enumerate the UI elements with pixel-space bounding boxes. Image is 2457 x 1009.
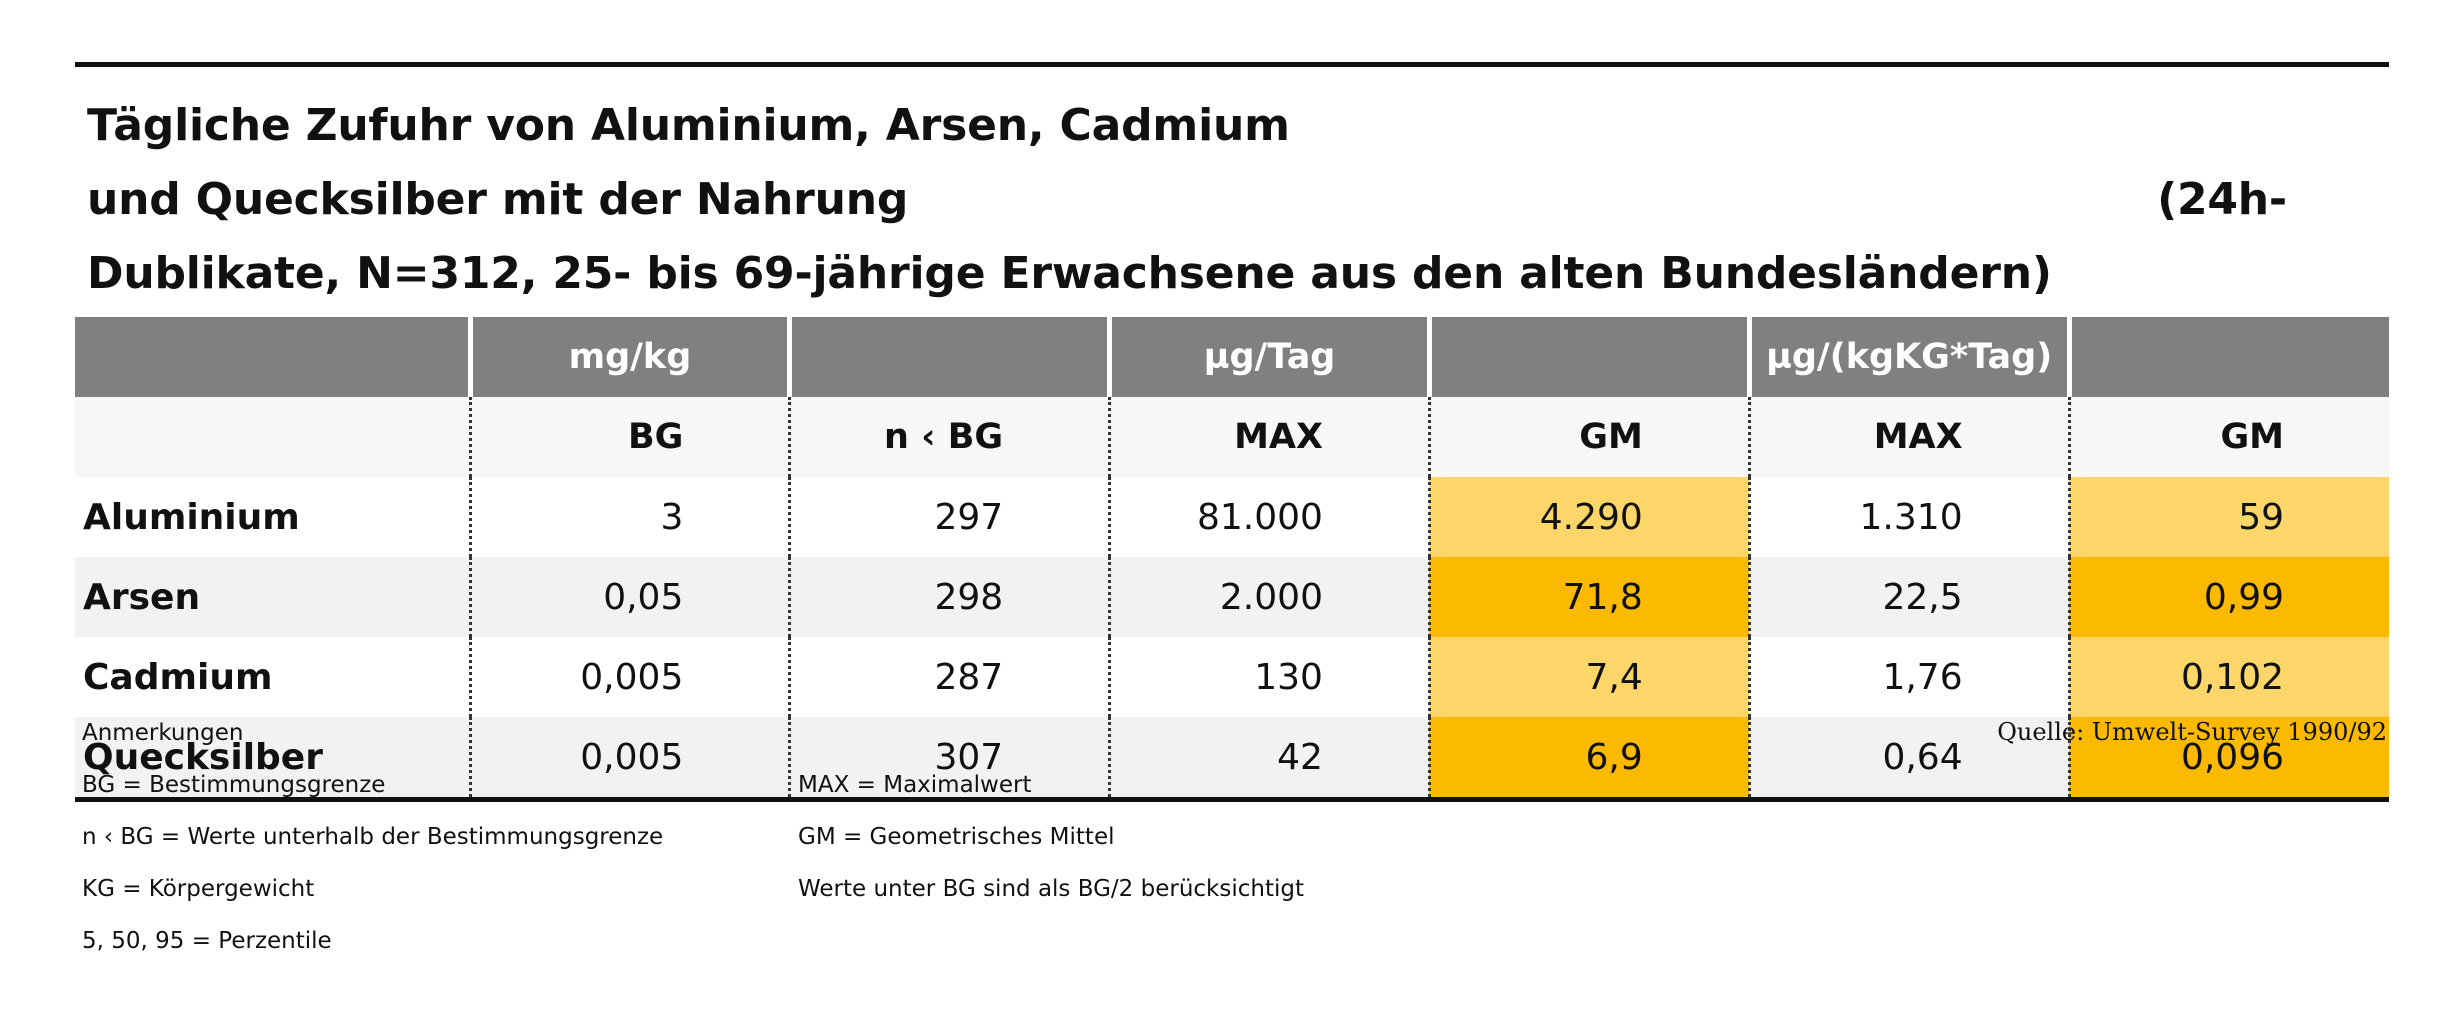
table-cell: 22,5	[1747, 557, 2070, 637]
table-cell: 3	[468, 477, 790, 557]
table-cell: 1,76	[1747, 637, 2070, 717]
column-header: BG	[468, 397, 790, 477]
table-cell: 130	[1108, 637, 1430, 717]
row-label: Quecksilber	[75, 717, 471, 802]
table-row: Quecksilber 0,005 307 42 6,9 0,64 0,096	[75, 717, 2389, 802]
column-header: n ‹ BG	[788, 397, 1110, 477]
group-header: µg/Tag	[1107, 317, 1430, 397]
note-item: n ‹ BG = Werte unterhalb der Bestimmungs…	[82, 824, 664, 850]
group-header-row: mg/kg µg/Tag µg/(kgKG*Tag)	[75, 317, 2389, 397]
table-cell: 42	[1108, 717, 1430, 802]
table-cell: 0,05	[468, 557, 790, 637]
note-item: KG = Körpergewicht	[82, 876, 315, 902]
table-cell: 0,64	[1747, 717, 2070, 802]
notes-heading: Anmerkungen	[82, 720, 244, 746]
row-label: Arsen	[75, 557, 471, 637]
table-cell: 0,005	[468, 717, 790, 802]
table-cell: 0,005	[468, 637, 790, 717]
table-cell: 59	[2067, 477, 2389, 557]
table-cell: 71,8	[1427, 557, 1750, 637]
top-rule	[75, 62, 2389, 67]
table-cell: 287	[788, 637, 1110, 717]
table-cell: 81.000	[1108, 477, 1430, 557]
table-row: Arsen 0,05 298 2.000 71,8 22,5 0,99	[75, 557, 2389, 637]
table-cell: 0,096	[2067, 717, 2389, 802]
group-header: µg/(kgKG*Tag)	[1746, 317, 2070, 397]
row-label: Aluminium	[75, 477, 471, 557]
note-item: GM = Geometrisches Mittel	[798, 824, 1115, 850]
data-table: mg/kg µg/Tag µg/(kgKG*Tag) BG n ‹ BG MAX…	[75, 317, 2389, 802]
group-header	[2066, 317, 2389, 397]
column-header-row: BG n ‹ BG MAX GM MAX GM	[75, 397, 2389, 477]
notes-right: MAX = Maximalwert GM = Geometrisches Mit…	[798, 770, 1304, 926]
table-frame: Tägliche Zufuhr von Aluminium, Arsen, Ca…	[75, 62, 2389, 802]
column-header: GM	[1427, 397, 1750, 477]
notes-left: Anmerkungen BG = Bestimmungsgrenze n ‹ B…	[82, 718, 663, 978]
table-cell: 0,99	[2067, 557, 2389, 637]
note-item: BG = Bestimmungsgrenze	[82, 772, 386, 798]
group-header	[75, 317, 471, 397]
table-cell: 2.000	[1108, 557, 1430, 637]
row-label: Cadmium	[75, 637, 471, 717]
title-line1-end: (24h-	[2157, 174, 2287, 225]
note-item: MAX = Maximalwert	[798, 772, 1032, 798]
table-cell: 4.290	[1427, 477, 1750, 557]
column-header: MAX	[1108, 397, 1430, 477]
group-header: mg/kg	[467, 317, 790, 397]
table-cell: 0,102	[2067, 637, 2389, 717]
table-title: Tägliche Zufuhr von Aluminium, Arsen, Ca…	[87, 89, 2389, 311]
title-line1: Tägliche Zufuhr von Aluminium, Arsen, Ca…	[87, 100, 1290, 225]
table-row: Cadmium 0,005 287 130 7,4 1,76 0,102	[75, 637, 2389, 717]
table-cell: 7,4	[1427, 637, 1750, 717]
column-header	[75, 397, 471, 477]
table-cell: 6,9	[1427, 717, 1750, 802]
note-item: 5, 50, 95 = Perzentile	[82, 928, 332, 954]
table-cell: 298	[788, 557, 1110, 637]
table-cell: 1.310	[1747, 477, 2070, 557]
table-cell: 297	[788, 477, 1110, 557]
group-header	[787, 317, 1110, 397]
column-header: MAX	[1747, 397, 2070, 477]
note-item: Werte unter BG sind als BG/2 berücksicht…	[798, 876, 1304, 902]
table-cell: 307	[788, 717, 1110, 802]
source-note: Quelle: Umwelt-Survey 1990/92	[1997, 718, 2387, 746]
table-row: Aluminium 3 297 81.000 4.290 1.310 59	[75, 477, 2389, 557]
group-header	[1426, 317, 1750, 397]
title-line2: Dublikate, N=312, 25- bis 69-jährige Erw…	[87, 248, 2052, 299]
column-header: GM	[2067, 397, 2389, 477]
